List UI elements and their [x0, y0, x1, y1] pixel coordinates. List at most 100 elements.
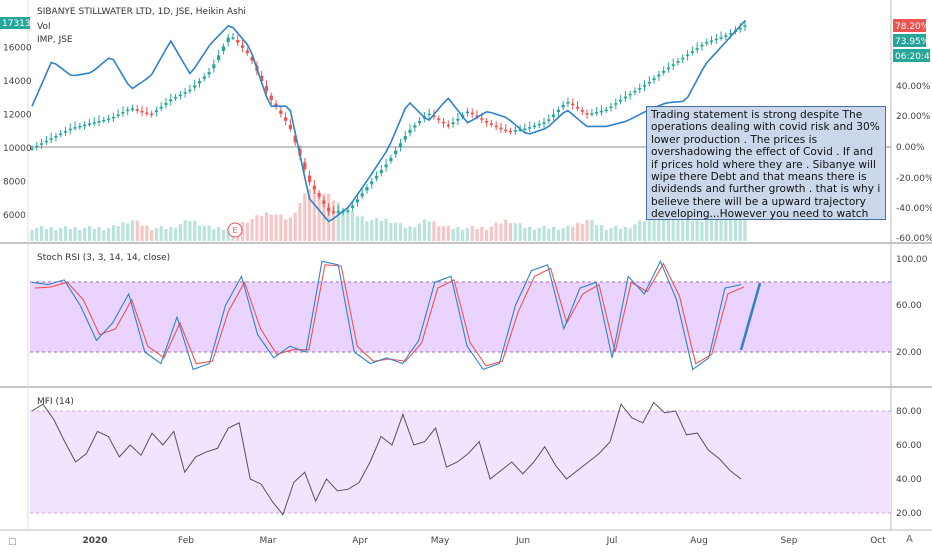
candle-body: [217, 55, 221, 60]
candle-body: [135, 109, 139, 111]
volume-bar: [255, 215, 259, 241]
candle-body: [719, 37, 723, 39]
volume-bar: [484, 230, 489, 241]
volume-bar: [154, 228, 159, 241]
candle-body: [394, 150, 398, 155]
candle-body: [44, 140, 48, 143]
volume-bar: [513, 223, 517, 241]
candle-body: [709, 40, 714, 42]
annotation-note[interactable]: Trading statement is strong despite The …: [646, 106, 886, 220]
candle-body: [183, 92, 187, 94]
candle-body: [647, 81, 651, 84]
candles: [30, 19, 747, 216]
volume-bar: [394, 222, 398, 241]
price-tick-label: 6000: [3, 211, 26, 221]
volume-bar: [111, 225, 115, 241]
candle-body: [78, 125, 82, 128]
mfi-tick-label: 80.00: [896, 407, 922, 417]
candle-body: [59, 133, 63, 136]
volume-bar: [590, 220, 594, 241]
earnings-marker-label: E: [232, 226, 237, 235]
candle-body: [585, 113, 589, 115]
candle-body: [111, 116, 115, 119]
volume-bar: [738, 219, 742, 241]
volume-bar: [614, 226, 618, 241]
candle-body: [202, 76, 206, 79]
imp-legend: IMP, JSE: [37, 35, 73, 45]
volume-bar: [360, 216, 364, 241]
percent-tick-label: 40.00%: [896, 82, 931, 92]
candle-body: [652, 78, 656, 81]
candle-body: [528, 127, 532, 129]
volume-bar: [135, 220, 139, 241]
volume-bar: [647, 217, 651, 241]
volume-bar: [633, 224, 637, 241]
volume-bar: [202, 225, 206, 241]
candle-body: [346, 210, 350, 212]
stoch-legend: Stoch RSI (3, 3, 14, 14, close): [37, 253, 170, 263]
volume-bar: [537, 228, 541, 241]
candle-body: [370, 181, 374, 185]
volume-bar: [183, 220, 187, 241]
candle-body: [374, 175, 379, 179]
candle-body: [317, 193, 321, 197]
time-tick-label: Aug: [690, 536, 708, 546]
volume-bar: [427, 221, 431, 241]
candle-body: [657, 74, 661, 77]
candle-body: [590, 113, 594, 115]
volume-bar: [245, 223, 249, 241]
volume-bar: [389, 222, 393, 241]
candle-body: [207, 72, 211, 75]
candle-body: [226, 37, 230, 43]
volume-bar: [446, 226, 450, 241]
candle-body: [714, 38, 718, 41]
stoch-k-line: [31, 259, 742, 371]
log-scale-icon[interactable]: □: [8, 537, 17, 547]
price-tick-label: 10000: [3, 144, 32, 154]
pct-badge-1: [893, 19, 926, 32]
volume-bar: [226, 228, 230, 241]
candle-body: [307, 175, 312, 183]
volume-bar: [92, 229, 96, 241]
candle-body: [379, 170, 383, 173]
candle-body: [169, 99, 173, 102]
volume-bar: [178, 224, 182, 241]
volume-bar: [700, 222, 704, 241]
auto-scale-icon[interactable]: A: [906, 534, 913, 545]
percent-tick-label: -60.00%: [896, 234, 932, 244]
earnings-marker[interactable]: [227, 222, 243, 238]
candle-body: [633, 90, 637, 93]
volume-bar: [561, 228, 565, 241]
volume-bar: [604, 229, 608, 241]
volume-bar: [97, 227, 101, 241]
mfi-legend: MFI (14): [37, 397, 74, 407]
candle-body: [508, 130, 513, 133]
percent-tick-label: 0.00%: [896, 143, 925, 153]
volume-bar: [68, 229, 72, 241]
candle-body: [121, 112, 125, 114]
candle-body: [231, 37, 235, 39]
percent-tick-label: -40.00%: [896, 204, 932, 214]
volume-bar: [657, 214, 661, 241]
time-tick-label: Jul: [606, 536, 618, 546]
candle-body: [260, 75, 264, 81]
volume-bar: [403, 227, 407, 241]
volume-bar: [690, 221, 694, 241]
candle-body: [628, 93, 632, 96]
candle-body: [623, 96, 627, 99]
volume-bar: [279, 214, 283, 241]
trend-projection-line[interactable]: [739, 282, 762, 351]
stoch-tick-label: 20.00: [896, 348, 922, 358]
candle-body: [102, 119, 106, 122]
candle-body: [274, 103, 278, 108]
volume-bar: [580, 223, 584, 241]
candle-body: [480, 118, 484, 120]
volume-bars: [30, 189, 747, 241]
candle-body: [604, 109, 608, 112]
volume-bar: [30, 230, 34, 241]
candle-body: [303, 162, 307, 170]
candle-body: [685, 54, 690, 57]
candle-body: [427, 113, 431, 116]
